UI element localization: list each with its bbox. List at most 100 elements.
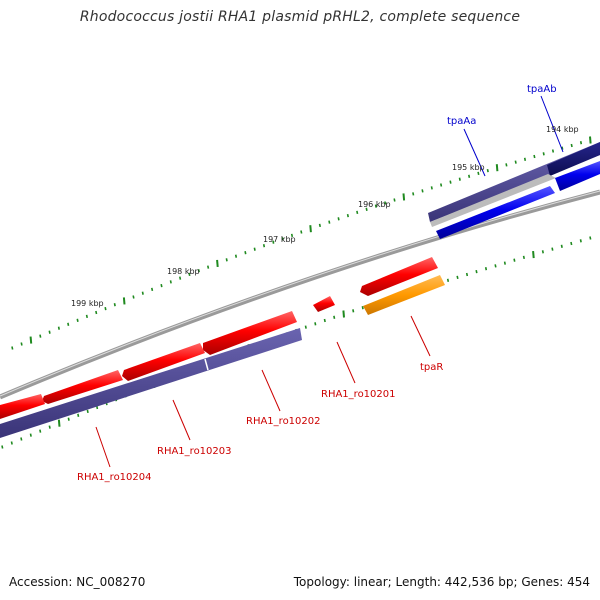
outer-ring-minor-tick — [244, 251, 247, 255]
outer-ring-major-tick — [216, 259, 219, 267]
lower-ring-minor-tick — [333, 315, 336, 319]
gene-tpaAa-arrow — [436, 186, 555, 239]
outer-ring-major-tick — [589, 136, 592, 144]
outer-ring-minor-tick — [188, 272, 191, 277]
accession-text: Accession: NC_008270 — [9, 575, 146, 589]
lower-ring-minor-tick — [589, 236, 592, 240]
lower-ring-minor-tick — [541, 250, 544, 254]
lower-ring-minor-tick — [484, 267, 488, 271]
gene-tpaR-red-arrow — [360, 257, 438, 296]
gene-tpaR-arrow — [363, 275, 445, 315]
feature-band-lower — [0, 328, 302, 438]
lower-ring-major-tick — [57, 419, 61, 427]
lower-ring-minor-tick — [39, 429, 42, 433]
topology-stats-text: Topology: linear; Length: 442,536 bp; Ge… — [293, 575, 590, 589]
outer-ring-minor-tick — [234, 254, 238, 258]
outer-ring-minor-tick — [486, 168, 489, 173]
lower-ring-minor-tick — [570, 241, 573, 246]
outer-ring-minor-tick — [197, 269, 200, 273]
outer-ring-minor-tick — [132, 295, 135, 299]
outer-ring-minor-tick — [356, 210, 359, 215]
outer-ring-minor-tick — [76, 318, 79, 322]
gene-label-tpaR: tpaR — [420, 362, 443, 373]
gene-label-RHA1_ro10201: RHA1_ro10201 — [321, 389, 396, 400]
outer-ring-minor-tick — [11, 346, 14, 350]
outer-ring-minor-tick — [262, 244, 266, 248]
outer-ring-minor-tick — [561, 146, 564, 150]
outer-ring-minor-tick — [458, 177, 461, 181]
outer-ring-minor-tick — [39, 334, 42, 338]
outer-ring-minor-tick — [207, 265, 210, 269]
outer-tick-ring — [11, 136, 592, 350]
outer-ring-minor-tick — [421, 189, 424, 193]
outer-ring-minor-tick — [412, 192, 415, 196]
map-title: Rhodococcus jostii RHA1 plasmid pRHL2, c… — [79, 9, 521, 25]
feature-band-operon-gray — [430, 174, 556, 227]
lower-ring-minor-tick — [513, 258, 516, 262]
tick-label-197kbp: 197 kbp — [263, 235, 296, 244]
outer-ring-minor-tick — [151, 287, 154, 292]
lower-ring-minor-tick — [29, 433, 32, 437]
lower-ring-minor-tick — [77, 413, 80, 417]
outer-ring-minor-tick — [523, 157, 527, 161]
lower-ring-minor-tick — [456, 275, 459, 280]
outer-ring-minor-tick — [365, 207, 368, 211]
outer-ring-minor-tick — [514, 160, 517, 164]
feature-band-lower-divider — [204, 358, 209, 371]
lower-ring-major-tick — [342, 310, 345, 318]
outer-ring-minor-tick — [477, 171, 480, 176]
outer-ring-minor-tick — [48, 330, 51, 334]
lower-ring-minor-tick — [1, 445, 4, 449]
gene-label-tpaAa: tpaAa — [447, 116, 476, 127]
outer-ring-minor-tick — [300, 230, 303, 234]
lower-ring-minor-tick — [304, 325, 307, 329]
lower-ring-minor-tick — [446, 278, 450, 282]
lower-ring-minor-tick — [579, 239, 582, 243]
gene-label-tpaAb: tpaAb — [527, 84, 557, 95]
lower-ring-minor-tick — [551, 247, 554, 251]
outer-ring-major-tick — [402, 193, 406, 201]
tick-label-196kbp: 196 kbp — [358, 200, 391, 209]
outer-ring-minor-tick — [542, 152, 545, 156]
gene-label-RHA1_ro10204: RHA1_ro10204 — [77, 472, 152, 483]
label-leaders — [95, 95, 564, 468]
tick-label-194kbp: 194 kbp — [546, 125, 579, 134]
lower-ring-minor-tick — [48, 425, 51, 429]
gene-label-RHA1_ro10202: RHA1_ro10202 — [246, 416, 321, 427]
lower-ring-minor-tick — [503, 261, 506, 265]
tick-label-199kbp: 199 kbp — [71, 299, 104, 308]
outer-ring-minor-tick — [579, 141, 583, 145]
lower-ring-minor-tick — [67, 417, 70, 421]
lower-ring-minor-tick — [86, 409, 89, 414]
outer-ring-minor-tick — [179, 276, 182, 280]
gene-tpaAb-arrow — [555, 161, 600, 191]
gene-left-edge-arrow — [0, 394, 45, 419]
lower-ring-minor-tick — [10, 441, 13, 445]
gene-RHA1_ro10204-arrow — [42, 370, 123, 404]
tick-label-198kbp: 198 kbp — [167, 267, 200, 276]
outer-ring-minor-tick — [290, 233, 294, 238]
outer-ring-minor-tick — [20, 342, 23, 346]
tick-label-195kbp: 195 kbp — [452, 163, 485, 172]
lower-ring-minor-tick — [475, 269, 478, 274]
outer-ring-minor-tick — [95, 310, 98, 315]
outer-ring-major-tick — [309, 225, 312, 233]
outer-ring-minor-tick — [272, 240, 275, 244]
outer-ring-minor-tick — [337, 217, 340, 221]
outer-ring-minor-tick — [374, 204, 377, 208]
outer-ring-minor-tick — [67, 322, 70, 326]
lower-ring-minor-tick — [361, 306, 364, 310]
feature-band-operon-dark — [547, 142, 600, 176]
outer-ring-minor-tick — [225, 258, 228, 262]
outer-ring-minor-tick — [113, 303, 116, 307]
outer-ring-minor-tick — [141, 291, 144, 295]
lower-ring-major-tick — [532, 251, 535, 259]
sequence-backbone-highlight — [0, 190, 600, 397]
lower-ring-minor-tick — [20, 437, 23, 441]
outer-ring-major-tick — [122, 297, 126, 305]
outer-ring-minor-tick — [393, 198, 396, 202]
gene-RHA1_ro10201-arrow — [313, 296, 335, 312]
outer-ring-minor-tick — [253, 247, 256, 251]
outer-ring-minor-tick — [328, 220, 331, 224]
